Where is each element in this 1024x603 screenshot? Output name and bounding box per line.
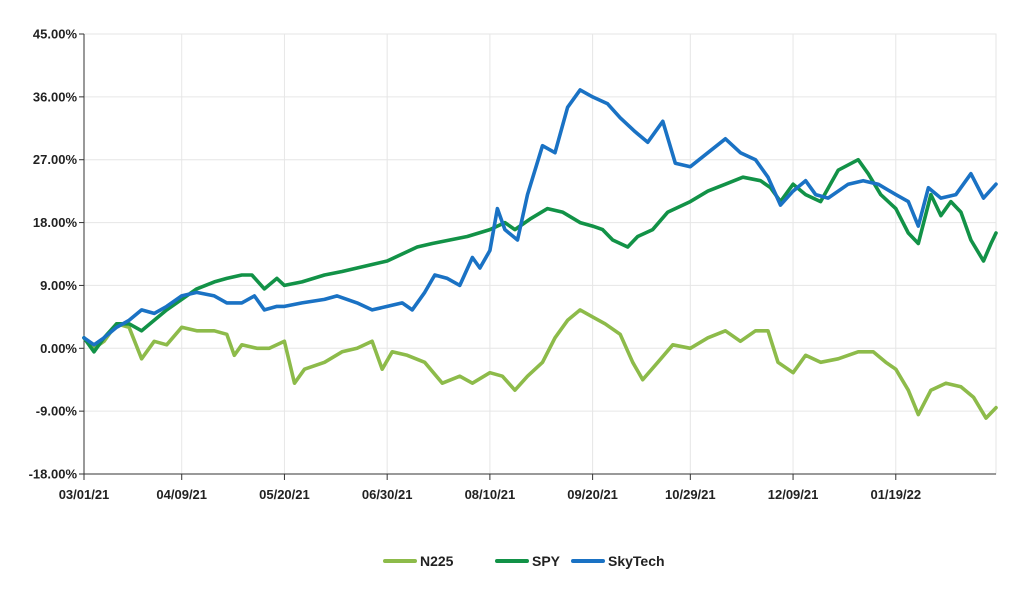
legend-label-spy: SPY: [532, 553, 561, 569]
x-tick-label: 12/09/21: [768, 487, 819, 502]
gridlines: [83, 33, 997, 475]
y-tick-label: -18.00%: [29, 467, 78, 482]
legend: N225 SPY SkyTech: [383, 553, 665, 569]
y-tick-label: 0.00%: [40, 341, 77, 356]
x-tick-label: 10/29/21: [665, 487, 716, 502]
plot-area-border: [83, 33, 997, 475]
y-tick-label: 18.00%: [33, 215, 78, 230]
x-tick-label: 09/20/21: [567, 487, 618, 502]
y-tick-label: 27.00%: [33, 152, 78, 167]
series-line-spy: [82, 157, 998, 354]
series-lines: [82, 88, 998, 420]
axes: 45.00% 36.00% 27.00% 18.00% 9.00% 0.00% -9.00%…: [29, 27, 996, 502]
y-tick-label: 45.00%: [33, 27, 78, 42]
legend-label-skytech: SkyTech: [608, 553, 665, 569]
x-tick-label: 04/09/21: [156, 487, 207, 502]
x-tick-label: 03/01/21: [59, 487, 110, 502]
x-tick-label: 01/19/22: [870, 487, 921, 502]
y-tick-label: -9.00%: [36, 404, 78, 419]
series-line-skytech: [82, 88, 998, 347]
x-tick-label: 06/30/21: [362, 487, 413, 502]
series-line-n225: [82, 308, 998, 420]
x-tick-label: 05/20/21: [259, 487, 310, 502]
legend-label-n225: N225: [420, 553, 454, 569]
x-tick-label: 08/10/21: [465, 487, 516, 502]
y-tick-label: 9.00%: [40, 278, 77, 293]
y-tick-label: 36.00%: [33, 89, 78, 104]
